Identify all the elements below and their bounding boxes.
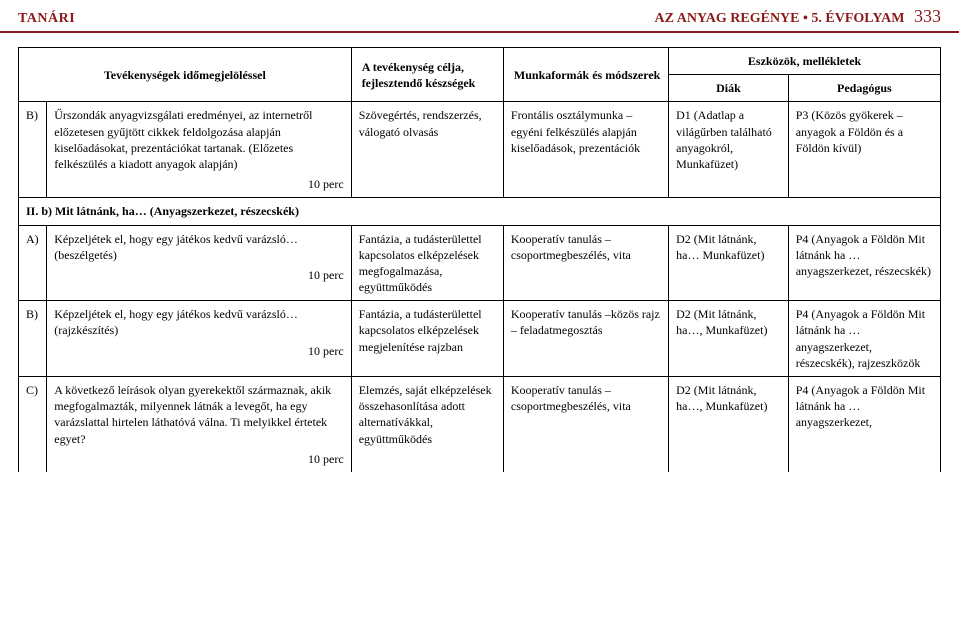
activity-time: 10 perc xyxy=(54,176,343,192)
header-title: AZ ANYAG REGÉNYE • 5. ÉVFOLYAM xyxy=(655,11,905,26)
row-pedagogus: P3 (Közös gyökerek – anyagok a Földön és… xyxy=(788,102,940,198)
header-tools: Eszközök, mellékletek xyxy=(669,48,941,75)
row-pedagogus: P4 (Anyagok a Földön Mit látnánk ha … an… xyxy=(788,301,940,377)
section-title: II. b) Mit látnánk, ha… (Anyagszerkezet,… xyxy=(19,198,941,225)
row-forms: Frontális osztálymunka – egyéni felkészü… xyxy=(503,102,668,198)
row-activity: Képzeljétek el, hogy egy játékos kedvű v… xyxy=(47,225,351,301)
main-table: Tevékenységek időmegjelöléssel A tevéken… xyxy=(18,47,941,472)
row-diak: D2 (Mit látnánk, ha… Munkafüzet) xyxy=(669,225,789,301)
header-right: AZ ANYAG REGÉNYE • 5. ÉVFOLYAM 333 xyxy=(655,6,941,27)
header-forms: Munkaformák és módszerek xyxy=(503,48,668,102)
header-goal: A tevékenység célja, fejlesztendő készsé… xyxy=(351,48,503,102)
table-header-row-1: Tevékenységek időmegjelöléssel A tevéken… xyxy=(19,48,941,75)
row-goal: Fantázia, a tudásterülettel kapcsolatos … xyxy=(351,301,503,377)
row-diak: D1 (Adatlap a világűrben található anyag… xyxy=(669,102,789,198)
row-activity: Űrszondák anyagvizsgálati eredményei, az… xyxy=(47,102,351,198)
row-activity: A következő leírások olyan gyerekektől s… xyxy=(47,377,351,472)
activity-text: Képzeljétek el, hogy egy játékos kedvű v… xyxy=(54,307,298,337)
row-diak: D2 (Mit látnánk, ha…, Munkafüzet) xyxy=(669,377,789,472)
row-label: A) xyxy=(19,225,47,301)
row-goal: Szövegértés, rendszerzés, válogató olvas… xyxy=(351,102,503,198)
row-diak: D2 (Mit látnánk, ha…, Munkafüzet) xyxy=(669,301,789,377)
table-row: B) Űrszondák anyagvizsgálati eredményei,… xyxy=(19,102,941,198)
table-row: A) Képzeljétek el, hogy egy játékos kedv… xyxy=(19,225,941,301)
row-forms: Kooperatív tanulás – csoportmegbeszélés,… xyxy=(503,225,668,301)
row-forms: Kooperatív tanulás – csoportmegbeszélés,… xyxy=(503,377,668,472)
page-number: 333 xyxy=(914,6,941,26)
header-diak: Diák xyxy=(669,75,789,102)
row-activity: Képzeljétek el, hogy egy játékos kedvű v… xyxy=(47,301,351,377)
header-activity: Tevékenységek időmegjelöléssel xyxy=(19,48,352,102)
row-label: B) xyxy=(19,102,47,198)
activity-text: A következő leírások olyan gyerekektől s… xyxy=(54,383,331,446)
activity-time: 10 perc xyxy=(54,451,343,467)
table-row: B) Képzeljétek el, hogy egy játékos kedv… xyxy=(19,301,941,377)
activity-time: 10 perc xyxy=(54,343,343,359)
row-forms: Kooperatív tanulás –közös rajz – feladat… xyxy=(503,301,668,377)
row-label: B) xyxy=(19,301,47,377)
row-goal: Elemzés, saját elképzelések összehasonlí… xyxy=(351,377,503,472)
activity-time: 10 perc xyxy=(54,267,343,283)
header-left: TANÁRI xyxy=(18,11,75,27)
row-pedagogus: P4 (Anyagok a Földön Mit látnánk ha … an… xyxy=(788,225,940,301)
content-area: Tevékenységek időmegjelöléssel A tevéken… xyxy=(0,33,959,472)
activity-text: Képzeljétek el, hogy egy játékos kedvű v… xyxy=(54,232,298,262)
row-pedagogus: P4 (Anyagok a Földön Mit látnánk ha … an… xyxy=(788,377,940,472)
table-row: C) A következő leírások olyan gyerekektő… xyxy=(19,377,941,472)
section-row: II. b) Mit látnánk, ha… (Anyagszerkezet,… xyxy=(19,198,941,225)
row-label: C) xyxy=(19,377,47,472)
row-goal: Fantázia, a tudásterülettel kapcsolatos … xyxy=(351,225,503,301)
page-header: TANÁRI AZ ANYAG REGÉNYE • 5. ÉVFOLYAM 33… xyxy=(0,0,959,33)
header-pedagogus: Pedagógus xyxy=(788,75,940,102)
activity-text: Űrszondák anyagvizsgálati eredményei, az… xyxy=(54,108,312,171)
